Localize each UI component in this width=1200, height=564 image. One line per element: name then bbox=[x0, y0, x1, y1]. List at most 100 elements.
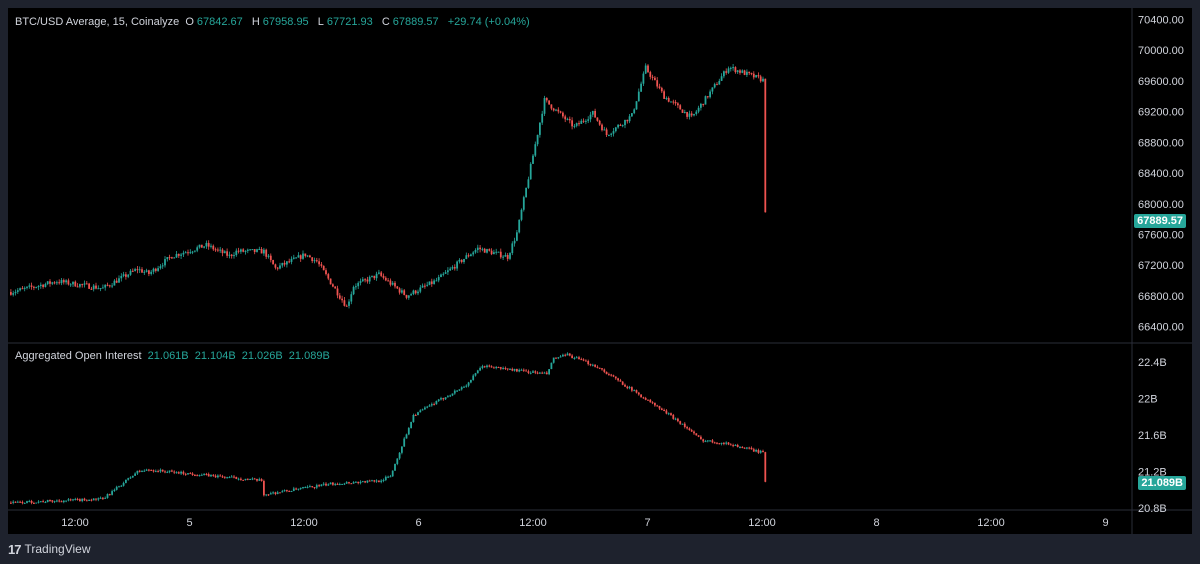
price-candle-body bbox=[672, 101, 675, 103]
oi-candle-body bbox=[88, 499, 90, 501]
oi-candle-body bbox=[476, 370, 479, 374]
oi-candle-body bbox=[727, 442, 730, 445]
oi-y-tick: 21.6B bbox=[1138, 430, 1167, 442]
price-candle-body bbox=[421, 285, 424, 288]
price-candle-body bbox=[382, 275, 385, 278]
oi-value-2: 21.104B bbox=[194, 350, 236, 362]
oi-candle-body bbox=[697, 435, 700, 437]
price-candle-body bbox=[555, 109, 557, 111]
oi-candle-body bbox=[532, 371, 534, 373]
oi-candle-body bbox=[30, 500, 33, 503]
price-candle-body bbox=[412, 290, 415, 295]
oi-candle-body bbox=[295, 488, 297, 490]
price-candle-body bbox=[69, 284, 72, 286]
oi-candle-body bbox=[591, 364, 594, 366]
price-candle-body bbox=[125, 274, 127, 277]
oi-candle-body bbox=[375, 480, 378, 482]
oi-candle-body bbox=[552, 357, 555, 363]
price-candle-body bbox=[85, 283, 88, 285]
price-candle-body bbox=[624, 119, 626, 126]
tradingview-logo[interactable]: 17 TradingView bbox=[8, 542, 91, 557]
oi-candle-body bbox=[359, 481, 362, 484]
oi-candle-body bbox=[398, 452, 401, 459]
oi-candle-body bbox=[465, 385, 468, 387]
price-candle-body bbox=[108, 285, 111, 287]
oi-candle-body bbox=[631, 387, 633, 391]
price-candle-body bbox=[518, 219, 521, 233]
price-candle-body bbox=[550, 104, 553, 109]
oi-candle-body bbox=[525, 370, 527, 372]
oi-candle-body bbox=[449, 395, 452, 397]
oi-candle-body bbox=[589, 364, 592, 366]
price-candle-body bbox=[755, 75, 757, 78]
oi-candle-body bbox=[21, 501, 24, 504]
oi-candle-body bbox=[253, 478, 256, 480]
chart-canvas[interactable]: 66400.00 66800.00 67200.00 67600.00 68000.00… bbox=[8, 8, 1192, 534]
price-candle-body bbox=[154, 268, 157, 271]
price-candle-body bbox=[640, 83, 642, 92]
close-value: 67889.57 bbox=[392, 16, 439, 28]
oi-candle-body bbox=[543, 372, 546, 374]
oi-candle-body bbox=[534, 371, 537, 373]
price-candle-body bbox=[713, 84, 716, 88]
oi-candle-body bbox=[612, 375, 615, 377]
price-y-tick: 68000.00 bbox=[1138, 199, 1184, 211]
price-candle-body bbox=[79, 284, 81, 287]
price-candle-body bbox=[437, 277, 440, 281]
oi-candle-body bbox=[355, 481, 357, 483]
price-candle-body bbox=[309, 255, 311, 258]
oi-candle-body bbox=[479, 368, 481, 371]
oi-candle-body bbox=[568, 353, 571, 356]
price-candle-body bbox=[739, 70, 741, 73]
price-candle-body bbox=[407, 295, 410, 298]
oi-candle-body bbox=[164, 471, 166, 473]
price-candle-body bbox=[279, 265, 281, 269]
low-label: L bbox=[317, 16, 324, 28]
oi-candle-body bbox=[42, 501, 44, 503]
price-candle-body bbox=[288, 261, 291, 263]
tradingview-brand-text: TradingView bbox=[24, 542, 91, 556]
price-candle-body bbox=[290, 258, 293, 262]
price-candle-body bbox=[493, 252, 495, 255]
oi-candle-body bbox=[755, 449, 757, 452]
oi-candle-body bbox=[113, 489, 116, 492]
oi-candle-body bbox=[610, 374, 613, 376]
price-candle-body bbox=[23, 287, 26, 289]
oi-candle-body bbox=[695, 433, 698, 436]
oi-candle-body bbox=[688, 428, 691, 431]
oi-candle-body bbox=[325, 483, 327, 486]
price-candle-body bbox=[697, 107, 700, 112]
oi-candle-body bbox=[81, 498, 84, 502]
price-candle-body bbox=[472, 252, 475, 255]
oi-candle-body bbox=[433, 404, 435, 406]
price-candle-body bbox=[384, 277, 387, 281]
chart-frame[interactable]: 66400.00 66800.00 67200.00 67600.00 68000.00… bbox=[8, 8, 1192, 534]
price-candle-body bbox=[499, 251, 502, 258]
price-candle-body bbox=[608, 134, 610, 136]
price-candle-body bbox=[444, 272, 447, 274]
price-candle-body bbox=[426, 284, 429, 286]
price-candle-body bbox=[118, 278, 120, 283]
oi-candle-body bbox=[237, 478, 240, 480]
oi-candle-body bbox=[690, 430, 693, 432]
price-y-tick: 66400.00 bbox=[1138, 322, 1184, 334]
oi-candle-body bbox=[702, 439, 705, 442]
oi-candle-body bbox=[203, 473, 205, 475]
price-candle-body bbox=[10, 292, 12, 295]
price-candle-body bbox=[235, 250, 238, 256]
price-candle-body bbox=[104, 284, 107, 288]
oi-candle-body bbox=[92, 498, 95, 501]
price-candle-body bbox=[302, 253, 304, 259]
price-candle-body bbox=[33, 286, 35, 288]
price-candle-body bbox=[658, 86, 661, 88]
oi-candle-body bbox=[302, 487, 304, 489]
price-candle-body bbox=[212, 245, 215, 250]
oi-candle-body bbox=[62, 500, 65, 503]
oi-candle-body bbox=[125, 479, 127, 483]
price-candle-body bbox=[58, 282, 61, 284]
oi-candle-body bbox=[511, 368, 514, 371]
oi-candle-body bbox=[311, 486, 314, 488]
oi-candle-body bbox=[332, 482, 334, 485]
oi-candle-body bbox=[656, 405, 659, 407]
oi-candle-body bbox=[85, 500, 88, 502]
